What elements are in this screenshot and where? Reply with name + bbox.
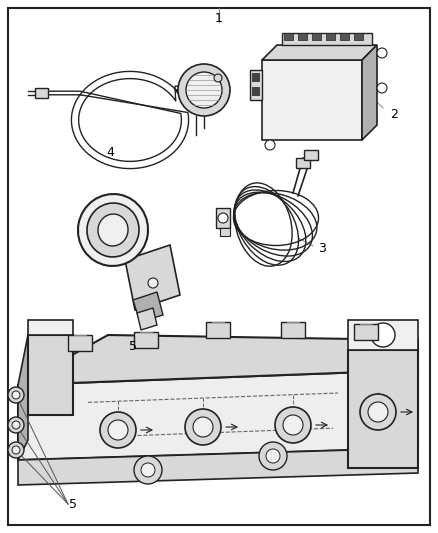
Circle shape	[371, 323, 395, 347]
Polygon shape	[18, 335, 28, 460]
Circle shape	[377, 48, 387, 58]
Circle shape	[360, 394, 396, 430]
Polygon shape	[35, 88, 48, 98]
Text: 1: 1	[215, 12, 223, 25]
Text: 4: 4	[106, 146, 114, 158]
Polygon shape	[298, 33, 307, 40]
Circle shape	[275, 407, 311, 443]
Circle shape	[8, 387, 24, 403]
Circle shape	[100, 412, 136, 448]
Ellipse shape	[78, 194, 148, 266]
Polygon shape	[326, 33, 335, 40]
Polygon shape	[354, 324, 378, 340]
Polygon shape	[250, 70, 262, 100]
Polygon shape	[134, 332, 158, 348]
Polygon shape	[18, 370, 418, 460]
Polygon shape	[304, 150, 318, 160]
Polygon shape	[252, 73, 259, 81]
Polygon shape	[348, 320, 418, 350]
Polygon shape	[125, 245, 180, 310]
Text: 5: 5	[69, 498, 77, 512]
Polygon shape	[68, 335, 92, 351]
Polygon shape	[312, 33, 321, 40]
Circle shape	[178, 64, 230, 116]
Polygon shape	[220, 228, 230, 236]
Polygon shape	[354, 33, 363, 40]
Circle shape	[12, 446, 20, 454]
Polygon shape	[133, 292, 163, 322]
Text: 5: 5	[129, 341, 137, 353]
Polygon shape	[28, 335, 73, 415]
Polygon shape	[18, 448, 418, 485]
Circle shape	[266, 449, 280, 463]
Polygon shape	[340, 33, 349, 40]
Circle shape	[193, 417, 213, 437]
Polygon shape	[262, 60, 362, 140]
Circle shape	[265, 140, 275, 150]
Polygon shape	[252, 87, 259, 95]
Text: 3: 3	[318, 241, 326, 254]
Polygon shape	[28, 320, 73, 335]
Ellipse shape	[87, 203, 139, 257]
Circle shape	[12, 391, 20, 399]
Polygon shape	[284, 33, 293, 40]
Polygon shape	[282, 33, 372, 45]
Polygon shape	[281, 322, 305, 338]
Polygon shape	[216, 208, 230, 228]
Circle shape	[185, 409, 221, 445]
Polygon shape	[296, 158, 310, 168]
Circle shape	[283, 415, 303, 435]
Polygon shape	[137, 308, 157, 330]
Polygon shape	[262, 45, 377, 60]
Circle shape	[12, 421, 20, 429]
Text: 2: 2	[390, 109, 398, 122]
Circle shape	[141, 463, 155, 477]
Circle shape	[8, 417, 24, 433]
Polygon shape	[206, 322, 230, 338]
Circle shape	[134, 456, 162, 484]
Circle shape	[108, 420, 128, 440]
Circle shape	[186, 72, 222, 108]
Polygon shape	[348, 350, 418, 468]
Circle shape	[259, 442, 287, 470]
Circle shape	[377, 83, 387, 93]
Circle shape	[148, 278, 158, 288]
Polygon shape	[18, 335, 418, 385]
Polygon shape	[362, 45, 377, 140]
Circle shape	[368, 402, 388, 422]
Circle shape	[8, 442, 24, 458]
Circle shape	[214, 74, 222, 82]
Circle shape	[218, 213, 228, 223]
Ellipse shape	[98, 214, 128, 246]
